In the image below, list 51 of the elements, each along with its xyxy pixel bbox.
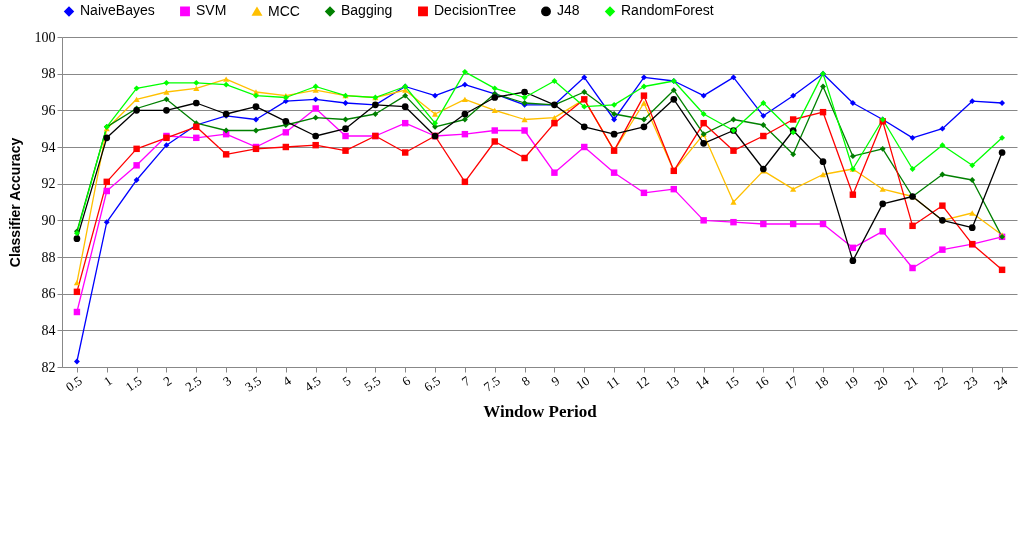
y-axis-title: Classifier Accuracy — [6, 137, 23, 268]
x-tick-label: 24 — [990, 372, 1011, 393]
x-tick-label: 12 — [632, 372, 652, 393]
x-axis-title: Window Period — [483, 402, 598, 422]
y-tick-label: 84 — [41, 322, 56, 338]
x-tick-label: 1.5 — [122, 372, 145, 395]
legend-label: MCC — [268, 2, 300, 19]
y-tick-label: 98 — [41, 66, 56, 82]
x-tick-label: 15 — [722, 372, 742, 393]
x-tick-label: 2.5 — [182, 372, 205, 395]
x-tick-label: 5.5 — [361, 372, 384, 395]
x-tick-label: 4.5 — [301, 372, 324, 395]
x-tick-label: 17 — [781, 372, 802, 393]
legend-label: Bagging — [341, 2, 393, 19]
x-tick-label: 7.5 — [480, 372, 503, 395]
x-tick-label: 13 — [662, 372, 682, 393]
x-tick-label: 11 — [603, 372, 623, 393]
x-tick-label: 2 — [160, 372, 175, 389]
y-tick-label: 92 — [41, 176, 56, 192]
legend-label: J48 — [557, 2, 580, 19]
x-tick-label: 6 — [399, 372, 414, 389]
x-tick-label: 3 — [220, 372, 235, 389]
x-tick-label: 4 — [279, 372, 295, 389]
x-tick-label: 1 — [100, 372, 115, 389]
y-tick-label: 90 — [41, 212, 56, 228]
legend-label: RandomForest — [621, 2, 714, 19]
x-tick-label: 0.5 — [62, 372, 85, 395]
x-tick-label: 19 — [841, 372, 861, 393]
y-tick-label: 100 — [34, 29, 56, 45]
x-tick-label: 10 — [572, 372, 593, 393]
x-tick-label: 3.5 — [242, 372, 264, 395]
x-tick-label: 14 — [692, 372, 713, 393]
x-tick-label: 6.5 — [421, 372, 443, 395]
legend-label: SVM — [196, 2, 227, 19]
x-tick-label: 5 — [339, 372, 354, 389]
y-tick-label: 88 — [41, 249, 56, 265]
y-tick-label: 94 — [41, 139, 56, 155]
legend-label: DecisionTree — [434, 2, 517, 19]
x-tick-label: 20 — [871, 372, 891, 393]
x-tick-label: 7 — [458, 372, 474, 389]
y-tick-label: 86 — [41, 286, 56, 302]
x-tick-label: 9 — [548, 372, 563, 389]
y-tick-label: 96 — [41, 102, 56, 118]
x-tick-label: 22 — [931, 372, 951, 393]
y-tick-label: 82 — [41, 359, 56, 375]
x-tick-label: 21 — [901, 372, 921, 393]
legend-label: NaiveBayes — [80, 2, 155, 19]
x-tick-label: 16 — [752, 372, 772, 393]
x-tick-label: 23 — [960, 372, 981, 393]
x-tick-label: 8 — [518, 372, 533, 389]
x-tick-label: 18 — [811, 372, 831, 393]
